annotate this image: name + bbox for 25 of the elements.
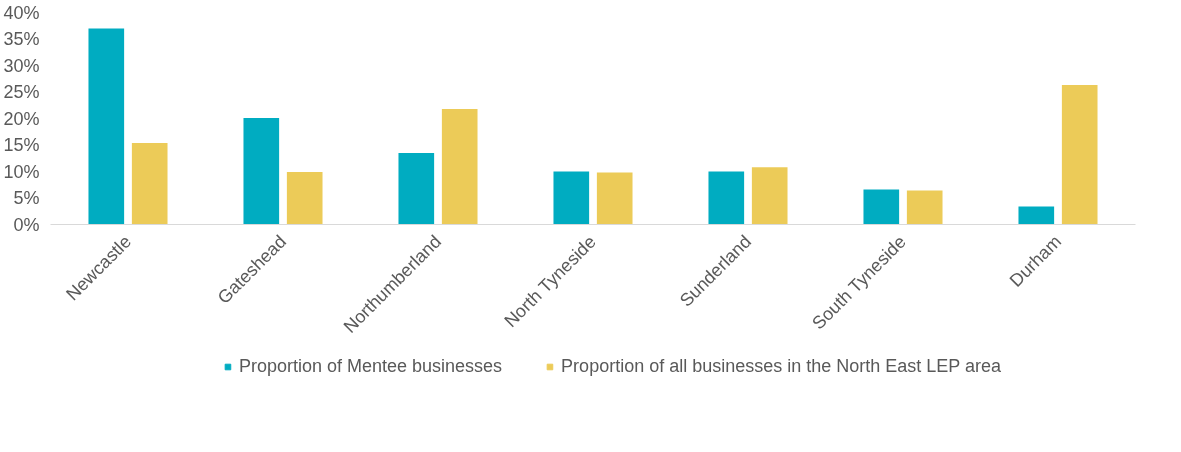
y-tick-label: 35% <box>3 29 40 49</box>
bar <box>88 28 125 225</box>
bar <box>863 189 900 225</box>
bar <box>1018 206 1055 225</box>
bar <box>1061 85 1098 225</box>
y-tick-label: 5% <box>13 188 40 208</box>
bar <box>131 142 168 225</box>
y-tick-label: 20% <box>3 108 40 129</box>
legend-label: Proportion of all businesses in the North East LEP area <box>561 355 1002 377</box>
bar <box>243 117 280 225</box>
bar <box>596 172 633 225</box>
bar <box>906 190 943 225</box>
y-tick-label: 0% <box>13 214 40 235</box>
bar <box>751 167 788 225</box>
bar <box>441 108 478 225</box>
bar <box>286 172 323 225</box>
y-tick-label: 10% <box>3 161 40 182</box>
bar <box>398 152 435 225</box>
y-tick-label: 15% <box>3 135 40 155</box>
bar <box>553 171 590 225</box>
y-tick-label: 40% <box>3 2 40 23</box>
legend-label: Proportion of Mentee businesses <box>238 355 503 377</box>
y-tick-label: 30% <box>3 55 40 76</box>
y-tick-label: 25% <box>3 82 40 102</box>
bar <box>708 171 745 225</box>
